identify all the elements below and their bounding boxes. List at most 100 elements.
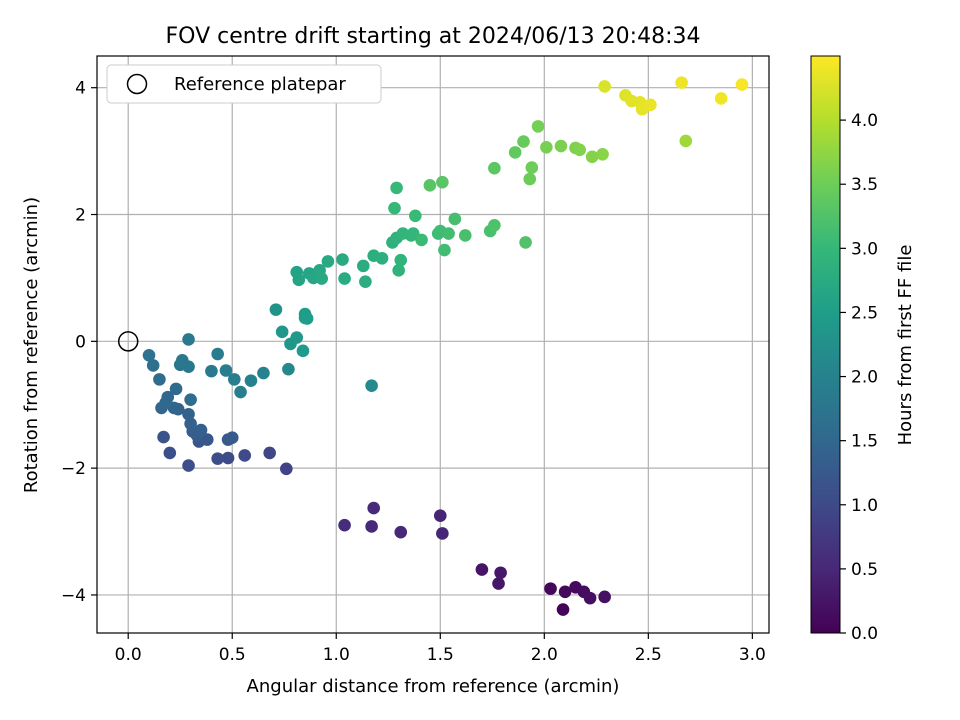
data-point [365, 520, 378, 533]
data-point [409, 209, 422, 223]
data-point [735, 78, 749, 91]
data-point [182, 360, 195, 373]
data-point [458, 229, 472, 242]
data-point [296, 344, 310, 358]
data-point [338, 518, 351, 532]
data-point [365, 379, 378, 393]
colorbar-tick-label: 1.5 [851, 432, 878, 452]
data-point [142, 348, 156, 362]
data-point [357, 259, 370, 273]
data-point [433, 509, 447, 522]
colorbar-tick-label: 2.0 [851, 368, 878, 388]
data-point [280, 462, 293, 476]
x-tick-label: 1.0 [323, 645, 350, 665]
data-point [644, 98, 657, 112]
colorbar-tick-label: 0.0 [851, 624, 878, 644]
reference-marker-group [117, 331, 139, 352]
data-points [142, 76, 749, 616]
data-point [225, 431, 239, 445]
colorbar: 0.0 0.5 1.0 1.5 2.0 2.5 3.0 3.5 4.0 [810, 55, 878, 644]
data-point [558, 585, 572, 599]
data-point [161, 390, 175, 404]
data-point [436, 175, 449, 189]
data-point [596, 147, 609, 161]
chart-title: FOV centre drift starting at 2024/06/13 … [166, 24, 701, 49]
legend-box [106, 64, 382, 104]
colorbar-tick-label: 3.5 [851, 175, 878, 195]
data-point [492, 577, 505, 590]
data-point [583, 591, 597, 605]
plot-area [96, 55, 770, 634]
data-point [194, 423, 208, 437]
data-point [146, 359, 160, 372]
data-point [257, 366, 270, 380]
legend-label: Reference platepar [174, 74, 346, 95]
data-point [394, 525, 408, 539]
data-point [228, 373, 241, 386]
colorbar-tick-label: 3.0 [851, 239, 878, 259]
y-tick-label: 4 [75, 79, 86, 99]
data-point [263, 446, 276, 460]
data-point [475, 563, 489, 576]
x-tick-label: 1.5 [427, 645, 454, 665]
data-point [321, 255, 335, 268]
data-point [169, 382, 183, 396]
data-point [292, 273, 306, 287]
colorbar-ticks: 0.0 0.5 1.0 1.5 2.0 2.5 3.0 3.5 4.0 [840, 111, 878, 644]
y-axis-label: Rotation from reference (arcmin) [21, 197, 42, 493]
data-point [675, 76, 688, 89]
data-point [163, 446, 177, 460]
data-point [554, 139, 568, 153]
y-tick-label: −2 [61, 459, 86, 479]
data-point [182, 407, 195, 421]
data-point [423, 179, 437, 192]
data-point [598, 590, 611, 604]
data-point [415, 233, 428, 247]
data-point [523, 172, 537, 186]
data-point [679, 134, 693, 148]
data-point [525, 161, 539, 174]
data-point [282, 362, 295, 376]
data-point [436, 527, 449, 540]
data-point [290, 331, 304, 344]
data-point [438, 243, 451, 257]
data-point [394, 253, 408, 267]
data-point [238, 449, 252, 462]
data-point [184, 417, 197, 431]
colorbar-tick-label: 0.5 [851, 560, 878, 580]
data-point [519, 236, 532, 249]
data-point [153, 373, 166, 386]
data-point [448, 212, 462, 226]
y-tick-label: 0 [75, 332, 86, 352]
colorbar-tick-label: 1.0 [851, 496, 878, 516]
data-point [488, 161, 501, 175]
data-point [508, 146, 522, 159]
x-axis: 0.0 0.5 1.0 1.5 2.0 2.5 3.0 [115, 633, 766, 665]
data-point [390, 181, 403, 195]
data-point [540, 141, 553, 154]
data-point [182, 459, 195, 472]
data-point [315, 272, 328, 285]
x-tick-label: 0.5 [219, 645, 246, 665]
data-point [244, 374, 258, 387]
data-point [211, 347, 224, 361]
data-point [392, 264, 405, 277]
data-point [338, 272, 351, 285]
data-point [200, 433, 214, 446]
plot-background [97, 56, 769, 633]
data-point [442, 227, 455, 240]
data-point [182, 333, 195, 346]
data-point [359, 275, 372, 289]
data-point [336, 253, 349, 266]
data-point [517, 135, 530, 148]
data-point [184, 393, 197, 406]
data-point [211, 452, 224, 465]
data-point [367, 501, 381, 515]
x-axis-label: Angular distance from reference (arcmin) [247, 676, 620, 697]
reference-platepar-marker [117, 331, 139, 352]
data-point [269, 303, 283, 316]
legend: Reference platepar [106, 64, 382, 104]
x-tick-label: 2.5 [635, 645, 662, 665]
data-point [544, 582, 557, 595]
